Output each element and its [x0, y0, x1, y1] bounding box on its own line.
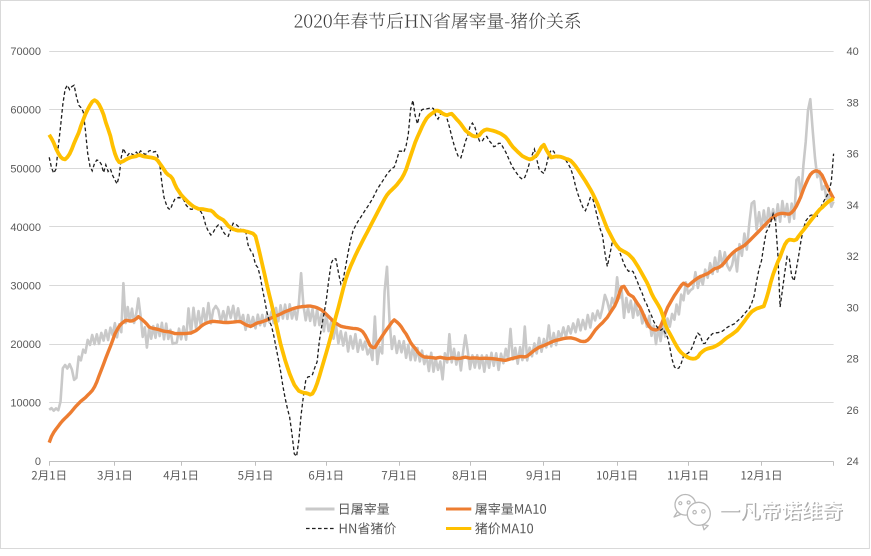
svg-text:40000: 40000	[10, 222, 41, 234]
svg-text:28: 28	[847, 354, 859, 366]
svg-text:60000: 60000	[10, 105, 41, 117]
svg-text:38: 38	[847, 97, 859, 109]
svg-text:30: 30	[847, 302, 859, 314]
svg-text:34: 34	[847, 200, 859, 212]
svg-text:70000: 70000	[10, 46, 41, 58]
svg-text:0: 0	[35, 456, 41, 468]
svg-text:40: 40	[847, 46, 859, 58]
svg-text:30000: 30000	[10, 280, 41, 292]
svg-text:24: 24	[847, 456, 859, 468]
svg-text:10000: 10000	[10, 398, 41, 410]
svg-text:26: 26	[847, 405, 859, 417]
svg-text:50000: 50000	[10, 163, 41, 175]
svg-text:20000: 20000	[10, 339, 41, 351]
svg-text:32: 32	[847, 251, 859, 263]
svg-text:36: 36	[847, 149, 859, 161]
